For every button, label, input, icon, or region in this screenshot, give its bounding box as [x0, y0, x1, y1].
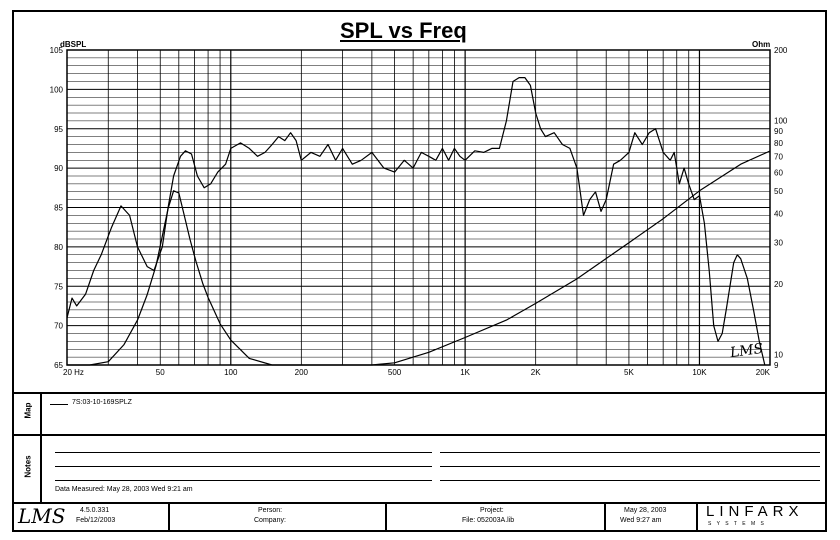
footer-time: Wed 9:27 am — [620, 517, 662, 524]
project-label: Project: — [480, 507, 504, 514]
legend-entry: 7S:03-10-169SPLZ — [72, 399, 132, 406]
notes-line — [440, 480, 820, 481]
notes-line — [440, 466, 820, 467]
y-left-tick-label: 95 — [54, 125, 63, 134]
y-left-tick-label: 85 — [54, 204, 63, 213]
y-right-tick-label: 50 — [774, 187, 783, 196]
notes-line — [55, 466, 432, 467]
chart-frame — [12, 10, 827, 532]
linfarx-brand: LINFARX — [706, 503, 804, 520]
map-band-divider — [12, 392, 827, 394]
notes-line — [55, 480, 432, 481]
y-right-tick-label: 100 — [774, 116, 788, 125]
footer-cell-divider — [385, 502, 387, 530]
x-tick-label: 5K — [624, 368, 634, 377]
software-version: 4.5.0.331 — [80, 507, 110, 514]
y-left-tick-label: 100 — [50, 85, 64, 94]
company-label: Company: — [254, 517, 286, 524]
x-tick-label: 20 Hz — [63, 368, 84, 377]
x-tick-label: 500 — [388, 368, 402, 377]
spl-curve — [66, 76, 766, 366]
x-tick-label: 100 — [224, 368, 238, 377]
notes-band-divider — [12, 434, 827, 436]
file-label: File: 052003A.lib — [462, 517, 515, 524]
y-right-tick-label: 20 — [774, 280, 783, 289]
y-right-tick-label: 40 — [774, 209, 783, 218]
x-tick-label: 10K — [692, 368, 707, 377]
y-left-tick-label: 75 — [54, 282, 63, 291]
x-tick-label: 200 — [295, 368, 309, 377]
footer-band-divider — [12, 502, 827, 504]
notes-band-separator — [40, 434, 42, 502]
y-left-tick-label: 90 — [54, 164, 63, 173]
y-right-tick-label: 60 — [774, 168, 783, 177]
footer-cell-divider — [696, 502, 698, 530]
y-right-tick-label: 200 — [774, 46, 788, 55]
x-tick-label: 50 — [156, 368, 165, 377]
y-left-axis-label: dBSPL — [60, 40, 87, 49]
y-left-tick-label: 65 — [54, 361, 63, 370]
lms-logo: LMS — [18, 504, 66, 528]
x-tick-label: 2K — [531, 368, 541, 377]
y-left-tick-label: 70 — [54, 322, 63, 331]
footer-date: May 28, 2003 — [624, 507, 667, 514]
y-right-tick-label: 70 — [774, 153, 783, 162]
map-section-label: Map — [23, 402, 33, 419]
notes-line — [440, 452, 820, 453]
y-right-tick-label: 30 — [774, 239, 783, 248]
x-tick-label: 1K — [460, 368, 470, 377]
x-tick-label: 20K — [756, 368, 771, 377]
linfarx-brand-sub: S Y S T E M S — [708, 521, 766, 527]
y-right-tick-label: 10 — [774, 350, 783, 359]
y-left-tick-label: 80 — [54, 243, 63, 252]
y-right-tick-label: 90 — [774, 127, 783, 136]
notes-line — [55, 452, 432, 453]
version-date: Feb/12/2003 — [76, 517, 116, 524]
footer-cell-divider — [604, 502, 606, 530]
y-right-axis-label: Ohm — [752, 40, 771, 49]
footer-cell-divider — [168, 502, 170, 530]
legend-line-swatch — [50, 404, 68, 405]
person-label: Person: — [258, 507, 283, 514]
chart-title: SPL vs Freq — [340, 18, 467, 43]
y-right-tick-label: 80 — [774, 139, 783, 148]
date-measured: Data Measured: May 28, 2003 Wed 9:21 am — [55, 486, 193, 493]
impedance-curve — [67, 150, 771, 366]
map-band-separator — [40, 392, 42, 434]
y-right-tick-label: 9 — [774, 361, 779, 370]
notes-section-label: Notes — [23, 455, 33, 478]
y-left-tick-label: 105 — [50, 46, 64, 55]
